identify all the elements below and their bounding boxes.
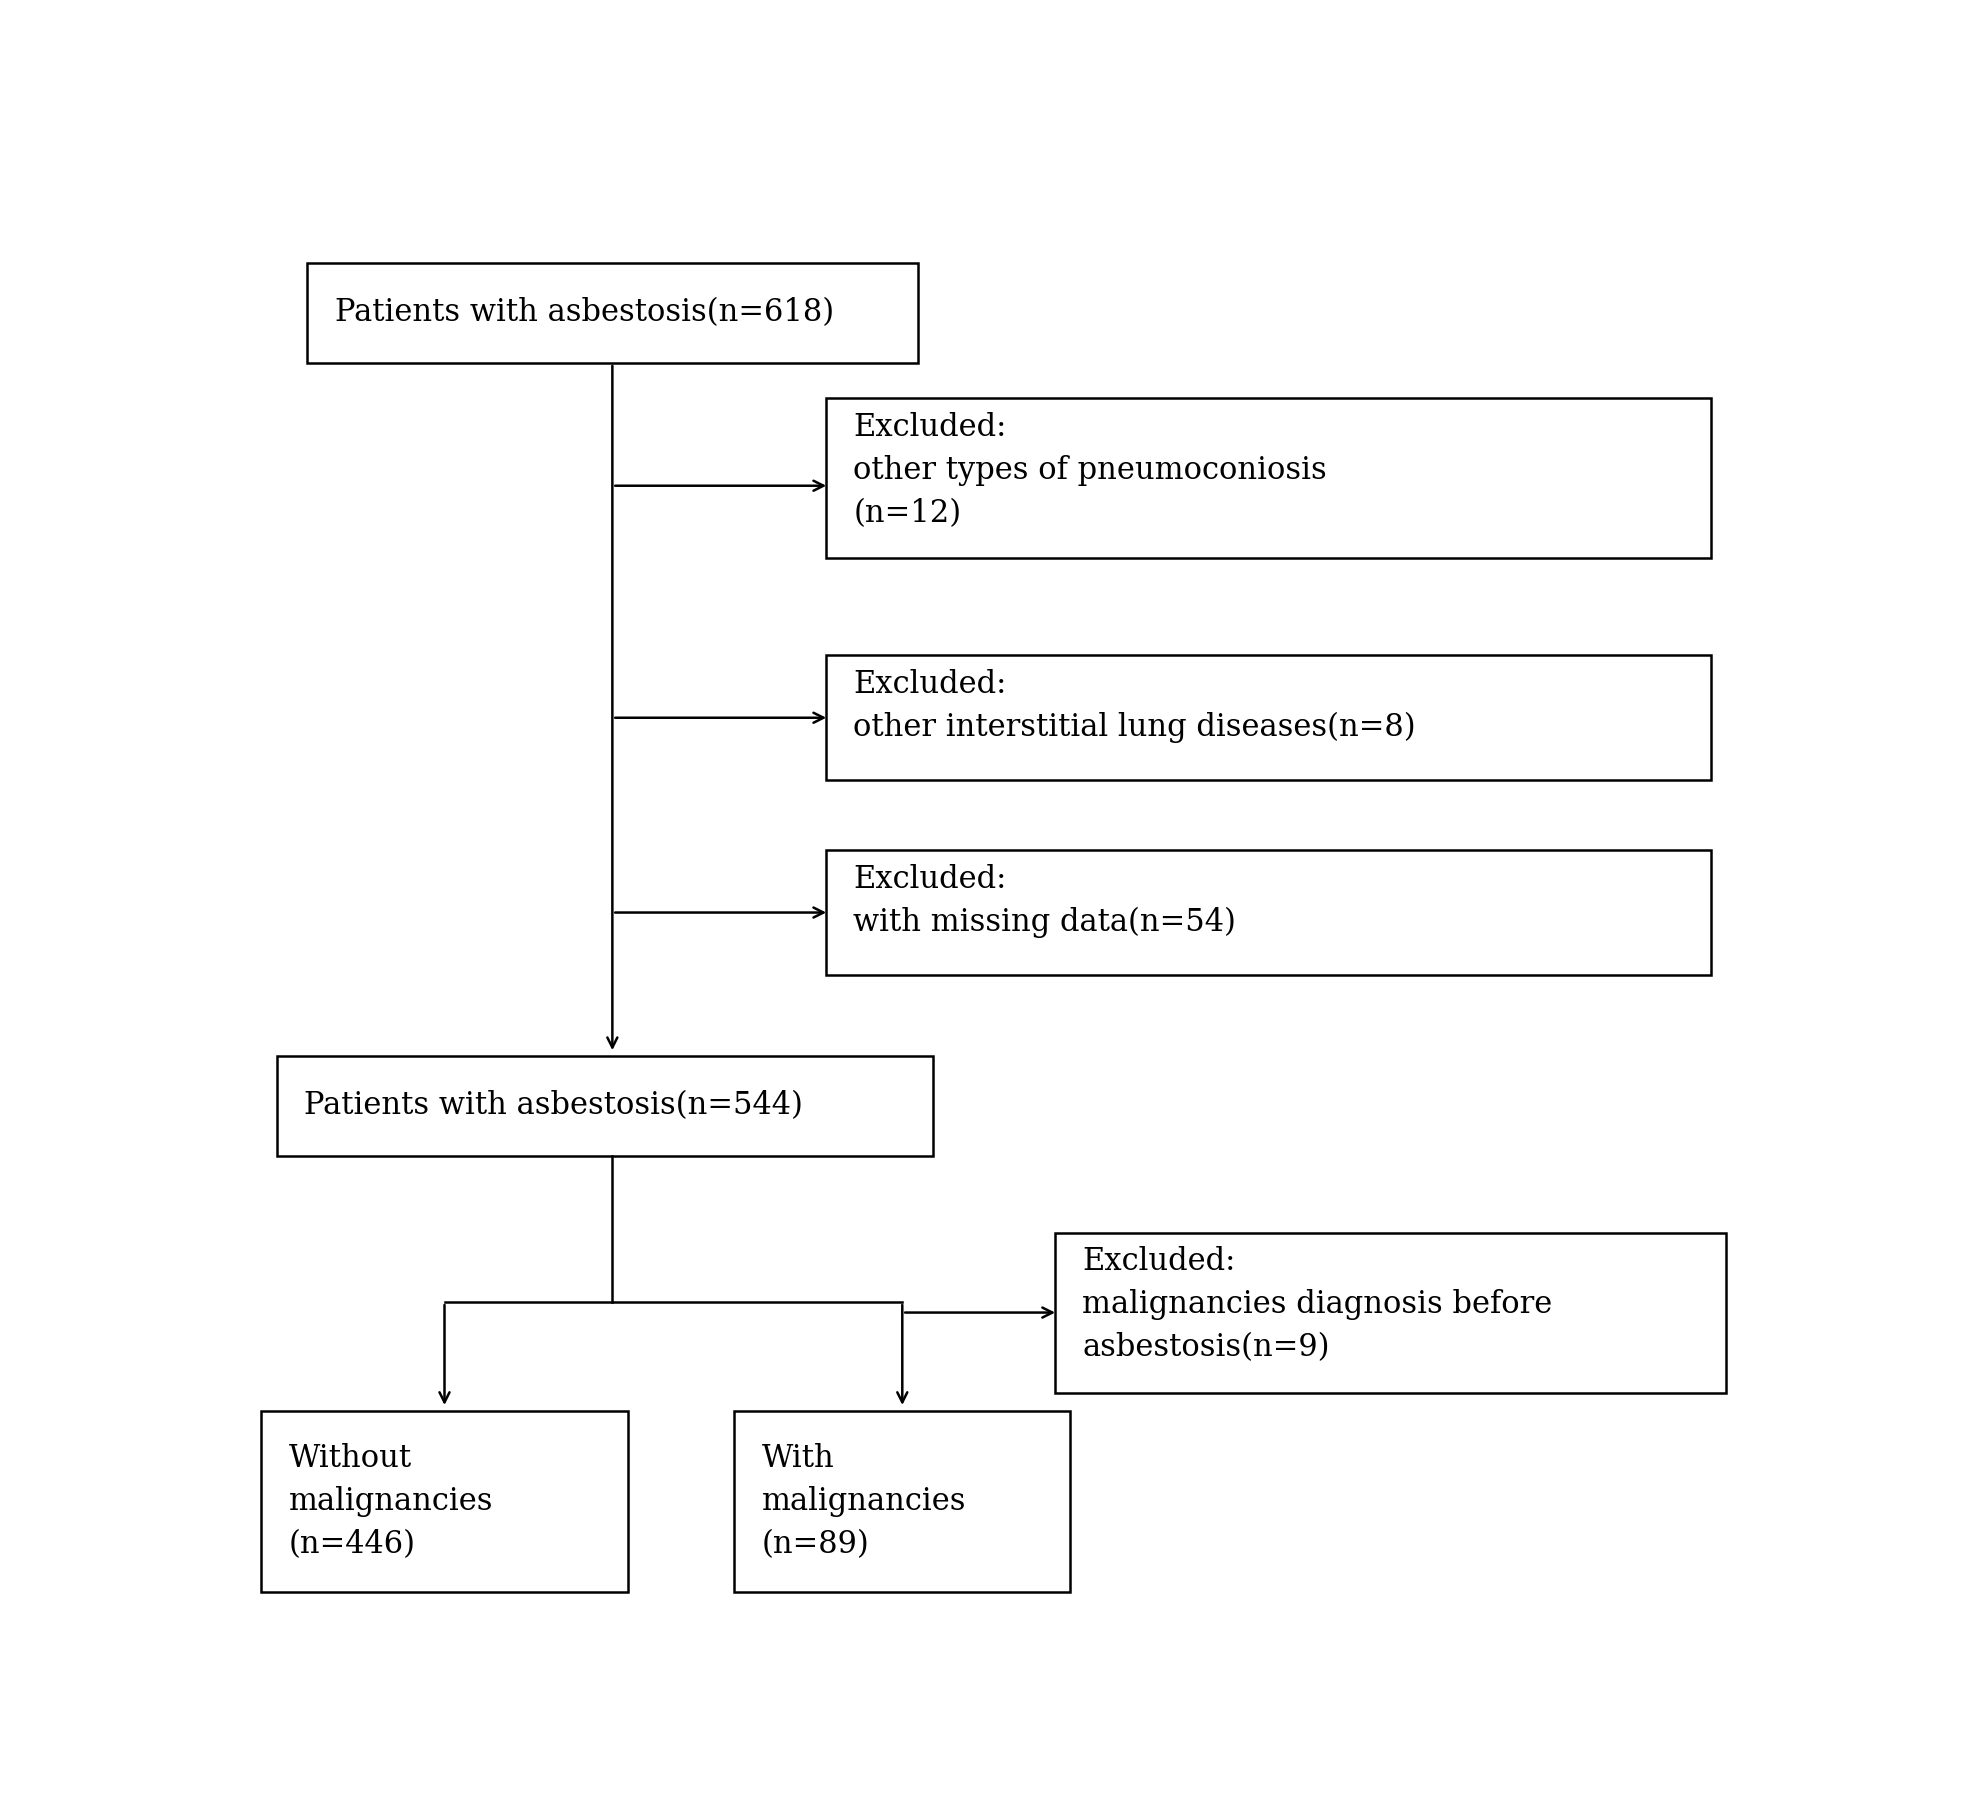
Text: Excluded:
other interstitial lung diseases(n=8): Excluded: other interstitial lung diseas…	[853, 669, 1416, 743]
FancyBboxPatch shape	[734, 1411, 1071, 1592]
FancyBboxPatch shape	[1055, 1232, 1727, 1393]
FancyBboxPatch shape	[276, 1055, 933, 1156]
FancyBboxPatch shape	[827, 849, 1711, 976]
FancyBboxPatch shape	[262, 1411, 628, 1592]
Text: Patients with asbestosis(n=618): Patients with asbestosis(n=618)	[335, 298, 833, 329]
Text: With
malignancies
(n=89): With malignancies (n=89)	[762, 1442, 967, 1559]
Text: Patients with asbestosis(n=544): Patients with asbestosis(n=544)	[303, 1090, 803, 1122]
FancyBboxPatch shape	[827, 656, 1711, 781]
FancyBboxPatch shape	[827, 398, 1711, 558]
Text: Without
malignancies
(n=446): Without malignancies (n=446)	[289, 1442, 494, 1559]
FancyBboxPatch shape	[307, 262, 918, 363]
Text: Excluded:
with missing data(n=54): Excluded: with missing data(n=54)	[853, 864, 1237, 938]
Text: Excluded:
other types of pneumoconiosis
(n=12): Excluded: other types of pneumoconiosis …	[853, 412, 1327, 529]
Text: Excluded:
malignancies diagnosis before
asbestosis(n=9): Excluded: malignancies diagnosis before …	[1083, 1247, 1554, 1364]
